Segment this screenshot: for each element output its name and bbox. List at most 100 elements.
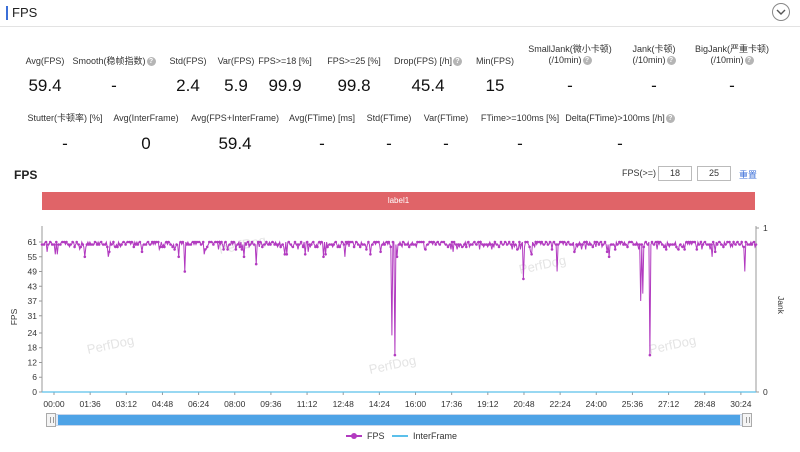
fps-point — [630, 240, 633, 244]
legend-item-fps[interactable]: FPS — [346, 431, 385, 441]
label-bar[interactable]: label1 — [42, 192, 755, 210]
fps-threshold-input-1[interactable]: 18 — [658, 166, 692, 181]
fps-point — [154, 240, 158, 244]
fps-point — [85, 243, 89, 246]
fps-point — [412, 243, 415, 246]
collapse-button[interactable] — [772, 3, 790, 21]
fps-point — [187, 243, 191, 246]
fps-point — [479, 240, 482, 244]
fps-point — [534, 240, 537, 244]
metric-value: 15 — [485, 76, 505, 95]
fps-point — [305, 240, 309, 244]
metric-value: 99.9 — [268, 76, 302, 95]
fps-point — [420, 240, 423, 244]
fps-point — [356, 243, 360, 246]
fps-point — [677, 248, 680, 251]
zoom-slider-left-handle[interactable] — [46, 413, 56, 427]
panel-title: FPS — [12, 5, 38, 20]
fps-point — [713, 250, 717, 254]
metric-value: - — [651, 76, 657, 95]
fps-point — [618, 240, 621, 244]
fps-point — [675, 245, 678, 249]
fps-point — [167, 240, 170, 244]
fps-point — [569, 243, 572, 246]
x-tick-label: 01:36 — [80, 399, 102, 409]
y2-tick-label: 1 — [763, 223, 768, 233]
fps-point — [526, 240, 529, 244]
help-icon[interactable]: ? — [582, 56, 592, 66]
x-tick-label: 06:24 — [188, 399, 210, 409]
fps-point — [691, 240, 695, 244]
fps-point — [416, 240, 419, 244]
y-axis-label: FPS — [9, 308, 19, 325]
fps-point — [65, 240, 68, 244]
fps-point — [579, 243, 582, 246]
fps-point — [518, 240, 521, 244]
zoom-slider-right-handle[interactable] — [742, 413, 752, 427]
fps-point — [728, 240, 731, 244]
metric-value: 59.4 — [218, 134, 252, 153]
fps-point — [322, 255, 325, 259]
fps-point — [261, 245, 264, 249]
fps-point — [254, 262, 258, 266]
fps-point — [528, 245, 531, 249]
metric-label: Jank(卡顿) — [632, 44, 676, 54]
fps-point — [538, 240, 542, 244]
fps-point — [112, 240, 115, 244]
fps-point — [707, 243, 711, 246]
fps-point — [220, 240, 223, 244]
fps-point — [742, 245, 746, 249]
fps-point — [318, 240, 321, 244]
help-icon[interactable]: ? — [146, 57, 156, 67]
metric-label: Std(FTime) — [366, 113, 412, 123]
fps-point — [644, 240, 648, 244]
fps-point — [316, 245, 319, 249]
fps-point — [242, 255, 246, 259]
x-tick-label: 00:00 — [43, 399, 65, 409]
fps-point — [371, 243, 374, 246]
fps-point — [169, 243, 172, 246]
fps-point — [346, 240, 350, 244]
fps-point — [230, 240, 233, 244]
metric-row1-6: Drop(FPS) [/h]? — [368, 56, 488, 67]
help-icon[interactable]: ? — [744, 56, 754, 66]
fps-point — [565, 243, 568, 246]
fps-point — [120, 243, 123, 246]
zoom-slider-range[interactable] — [58, 415, 740, 425]
fps-point — [142, 243, 146, 246]
fps-threshold-input-2[interactable]: 25 — [697, 166, 731, 181]
fps-point — [522, 277, 525, 281]
fps-point — [236, 243, 240, 246]
metric-value: 45.4 — [411, 76, 445, 95]
x-tick-label: 24:00 — [586, 399, 608, 409]
fps-point — [334, 240, 338, 244]
fps-point — [240, 248, 244, 251]
help-icon[interactable]: ? — [453, 57, 462, 67]
fps-point — [297, 243, 301, 246]
fps-point — [208, 240, 211, 244]
reset-link[interactable]: 重置 — [739, 170, 758, 180]
help-icon[interactable]: ? — [665, 114, 675, 124]
fps-point — [487, 243, 491, 246]
fps-point — [575, 243, 578, 246]
fps-point — [750, 243, 754, 246]
fps-point — [387, 240, 391, 244]
fps-point — [650, 240, 654, 244]
fps-point — [444, 243, 448, 246]
legend-item-interframe[interactable]: InterFrame — [392, 431, 457, 441]
metric-value: - — [319, 134, 325, 153]
fps-point — [593, 240, 597, 244]
metric-label: BigJank(严重卡顿) — [694, 44, 769, 54]
fps-point — [701, 243, 705, 246]
watermark-text: PerfDog — [368, 352, 418, 377]
fps-point — [381, 243, 385, 246]
watermark-text: PerfDog — [648, 332, 698, 357]
fps-point — [620, 240, 623, 244]
fps-point — [118, 243, 121, 246]
x-tick-label: 17:36 — [441, 399, 463, 409]
fps-point — [654, 240, 658, 244]
fps-point — [150, 240, 154, 244]
help-icon[interactable]: ? — [666, 56, 676, 66]
fps-point — [734, 243, 737, 246]
fps-point — [77, 243, 80, 246]
